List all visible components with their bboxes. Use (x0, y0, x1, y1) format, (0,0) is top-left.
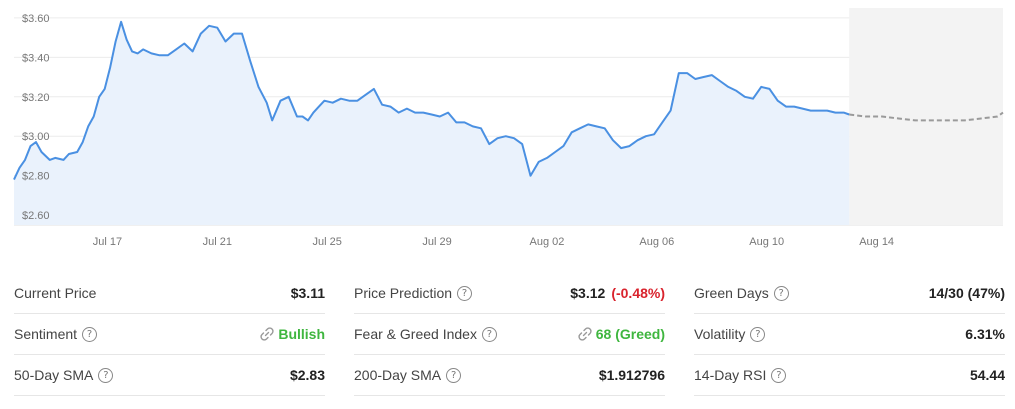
sentiment-link[interactable]: Bullish (260, 326, 325, 342)
sentiment-value: Bullish (278, 326, 325, 342)
forecast-region (849, 8, 1003, 225)
help-icon[interactable]: ? (750, 326, 766, 342)
stat-label: Fear & Greed Index (354, 326, 477, 342)
stat-fear-greed: Fear & Greed Index? 68 (Greed) (354, 314, 665, 355)
help-icon[interactable]: ? (771, 367, 787, 383)
x-tick-label: Jul 21 (203, 236, 232, 248)
stats-column-3: Green Days? 14/30 (47%) Volatility? 6.31… (694, 273, 1005, 396)
y-tick-label: $3.00 (22, 131, 50, 143)
x-tick-label: Aug 10 (749, 236, 784, 248)
price-chart-svg: $3.60 $3.40 $3.20 $3.00 $2.80 $2.60 Jul 17 Jul … (13, 8, 1004, 248)
price-area (14, 21, 850, 225)
x-tick-label: Jul 25 (313, 236, 342, 248)
stat-price-prediction: Price Prediction? $3.12 (-0.48%) (354, 273, 665, 314)
prediction-change: (-0.48%) (611, 285, 665, 301)
help-icon[interactable]: ? (446, 367, 462, 383)
stat-label: 14-Day RSI (694, 367, 767, 383)
stat-label: Green Days (694, 285, 769, 301)
stat-rsi: 14-Day RSI? 54.44 (694, 355, 1005, 396)
forecast-line (849, 111, 1004, 122)
stat-value: 14/30 (47%) (928, 285, 1005, 301)
fear-greed-link[interactable]: 68 (Greed) (578, 326, 665, 342)
stat-label: Sentiment (14, 326, 78, 342)
stat-green-days: Green Days? 14/30 (47%) (694, 273, 1005, 314)
stat-volatility: Volatility? 6.31% (694, 314, 1005, 355)
price-chart: $3.60 $3.40 $3.20 $3.00 $2.80 $2.60 Jul 17 Jul … (13, 8, 1004, 248)
x-tick-label: Aug 02 (530, 236, 565, 248)
stats-panel: Current Price $3.11 Sentiment? Bullish 5… (0, 273, 1015, 403)
stat-value: $3.12 (570, 285, 606, 301)
link-icon (260, 327, 274, 341)
help-icon[interactable]: ? (98, 367, 114, 383)
stat-200-day-sma: 200-Day SMA? $1.912796 (354, 355, 665, 396)
x-tick-label: Jul 29 (422, 236, 451, 248)
y-tick-label: $3.60 (22, 13, 50, 25)
y-tick-label: $2.80 (22, 171, 50, 183)
x-tick-label: Jul 17 (93, 236, 122, 248)
link-icon (578, 327, 592, 341)
x-tick-label: Aug 06 (639, 236, 674, 248)
stat-value: 6.31% (965, 326, 1005, 342)
stat-label: 50-Day SMA (14, 367, 94, 383)
stats-column-2: Price Prediction? $3.12 (-0.48%) Fear & … (354, 273, 665, 396)
help-icon[interactable]: ? (457, 285, 473, 301)
stat-label: Price Prediction (354, 285, 453, 301)
y-tick-label: $2.60 (22, 210, 50, 222)
stat-label: Current Price (14, 285, 97, 301)
stat-label: 200-Day SMA (354, 367, 442, 383)
y-tick-label: $3.20 (22, 92, 50, 104)
help-icon[interactable]: ? (481, 326, 497, 342)
stat-current-price: Current Price $3.11 (14, 273, 325, 314)
y-tick-label: $3.40 (22, 52, 50, 64)
stat-value: $2.83 (289, 367, 325, 383)
fear-greed-value: 68 (Greed) (595, 326, 665, 342)
stats-column-1: Current Price $3.11 Sentiment? Bullish 5… (14, 273, 325, 396)
stat-50-day-sma: 50-Day SMA? $2.83 (14, 355, 325, 396)
help-icon[interactable]: ? (773, 285, 789, 301)
help-icon[interactable]: ? (82, 326, 98, 342)
stat-label: Volatility (694, 326, 746, 342)
stat-value: 54.44 (969, 367, 1005, 383)
stat-value: $1.912796 (598, 367, 665, 383)
x-tick-label: Aug 14 (859, 236, 894, 248)
stat-sentiment: Sentiment? Bullish (14, 314, 325, 355)
stat-value: $3.11 (290, 285, 325, 301)
price-line (13, 20, 850, 181)
